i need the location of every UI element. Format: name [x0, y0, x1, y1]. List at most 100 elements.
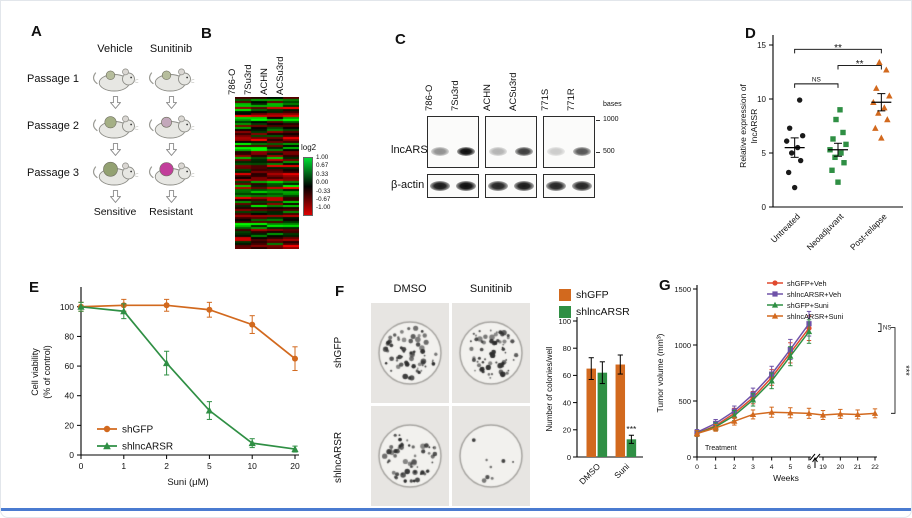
blot-band: [431, 146, 449, 156]
shgfp-swatch: [559, 289, 571, 301]
mouse-icon: [149, 115, 195, 139]
panel-c-label: C: [395, 31, 406, 48]
heatmap-col-label: 7Su3rd: [243, 64, 254, 95]
down-arrow-icon: [165, 190, 177, 203]
colorbar-tick: -1.00: [316, 204, 331, 212]
svg-text:**: **: [856, 59, 864, 70]
colony-well-image: [452, 406, 530, 506]
svg-text:100: 100: [60, 302, 74, 312]
colorbar-tick: -0.67: [316, 196, 331, 204]
lncarsr-row-label: lncARSR: [391, 144, 436, 156]
lane-label: 771R: [566, 88, 577, 111]
legend-label: shlncARSR: [576, 306, 630, 318]
shlncarsr-swatch: [559, 306, 571, 318]
vehicle-column-header: Vehicle: [97, 43, 133, 55]
down-arrow-icon: [109, 190, 121, 203]
colony-well-image: [371, 303, 449, 403]
svg-text:Neoadjuvant: Neoadjuvant: [805, 211, 846, 252]
svg-text:40: 40: [65, 391, 75, 401]
svg-text:shGFP+Suni: shGFP+Suni: [787, 301, 829, 310]
svg-text:10: 10: [757, 95, 766, 104]
legend-label: shGFP: [576, 289, 609, 301]
svg-text:**: **: [834, 43, 842, 54]
sunitinib-column-header: Sunitinib: [149, 43, 193, 55]
lane-label: 786-O: [424, 84, 435, 111]
colorbar-title: log2: [301, 143, 317, 152]
svg-text:Suni (μM): Suni (μM): [167, 477, 208, 488]
svg-text:0: 0: [567, 453, 571, 462]
svg-text:NS: NS: [883, 326, 891, 332]
svg-text:60: 60: [563, 371, 571, 380]
panel-d-label: D: [745, 25, 756, 42]
lane-label: 7Su3rd: [450, 80, 461, 111]
svg-text:Number of colonies/well: Number of colonies/well: [545, 346, 554, 431]
panel-c: C 786-O 7Su3rd ACHN ACSu3rd 771S 771R ln…: [391, 21, 646, 226]
svg-text:40: 40: [563, 398, 571, 407]
mouse-sunitinib-p3: [143, 157, 199, 189]
svg-text:shlncARSR: shlncARSR: [122, 442, 173, 453]
size-marker-1000: 1000: [603, 116, 619, 123]
svg-text:Post-relapse: Post-relapse: [848, 211, 889, 252]
panel-f: F DMSO Sunitinib shGFP shlncARSR shGFP s…: [331, 277, 647, 515]
panel-e-chart: 0 20 40 60 80 100 0 1 2 5 10 20 shGFP shlncARSR Suni (…: [30, 287, 300, 488]
size-marker-tick: [596, 120, 600, 121]
blot-band: [456, 181, 476, 191]
svg-text:6: 6: [807, 464, 811, 471]
svg-text:***: ***: [901, 365, 911, 376]
svg-text:1: 1: [121, 461, 126, 471]
panel-a: A Vehicle Sunitinib Passage 1 Passage 2 …: [25, 17, 205, 261]
svg-text:shGFP+Veh: shGFP+Veh: [787, 279, 827, 288]
svg-text:Suni: Suni: [612, 461, 631, 480]
mouse-icon: [149, 162, 195, 186]
mouse-vehicle-p2: [87, 110, 143, 142]
colorbar-tick: 1.00: [316, 154, 329, 161]
colony-well-image: [371, 406, 449, 506]
svg-text:1: 1: [714, 464, 718, 471]
heatmap-canvas: [235, 97, 299, 249]
svg-text:0: 0: [69, 450, 74, 460]
panel-d-chart: 0 5 10 15 Untreated Neoadjuvant Post-relapse NS…: [738, 35, 903, 252]
legend-item-shgfp: shGFP: [559, 289, 630, 301]
svg-text:0: 0: [695, 464, 699, 471]
panel-a-label: A: [31, 23, 42, 40]
svg-text:***: ***: [626, 424, 637, 434]
panel-b: B 786-O 7Su3rd ACHN ACSu3rd log2 1.00 0.…: [199, 17, 339, 267]
svg-text:shlncARSR+Suni: shlncARSR+Suni: [787, 312, 844, 321]
blot-band: [515, 146, 533, 156]
colorbar-tick: 0.33: [316, 170, 329, 178]
blot-band: [573, 146, 591, 156]
blot-band: [457, 146, 475, 156]
blot-band: [572, 181, 592, 191]
svg-text:80: 80: [65, 331, 75, 341]
svg-text:Untreated: Untreated: [769, 211, 803, 245]
blot-band: [514, 181, 534, 191]
panel-f-label: F: [335, 283, 345, 300]
northern-blot-box: [427, 116, 479, 168]
down-arrow: [87, 95, 143, 110]
svg-text:3: 3: [751, 464, 755, 471]
down-arrow: [87, 189, 143, 204]
panel-e-label: E: [29, 279, 40, 296]
svg-text:100: 100: [558, 317, 571, 326]
svg-text:NS: NS: [812, 76, 822, 83]
panel-g: G 0 500 1000 1500 0 1 2 3 4 5 6 19 20 21 22 Weeks Tumor …: [651, 271, 911, 515]
colorbar-tick: -0.33: [316, 187, 331, 195]
axis-break: [809, 453, 816, 461]
down-arrow: [143, 95, 199, 110]
colorbar-gradient: [303, 157, 313, 216]
colorbar-tick: 0.00: [316, 179, 329, 187]
svg-text:1000: 1000: [674, 341, 691, 350]
panel-g-chart: 0 500 1000 1500 0 1 2 3 4 5 6 19 20 21 22 Weeks Tumor vo…: [655, 279, 911, 483]
blot-band: [489, 146, 507, 156]
bases-unit-label: bases: [603, 101, 622, 108]
svg-text:10: 10: [247, 461, 257, 471]
legend-item-shlncarsr: shlncARSR: [559, 306, 630, 318]
svg-text:Cell viability: Cell viability: [30, 348, 40, 396]
svg-text:15: 15: [757, 41, 766, 50]
svg-text:2: 2: [732, 464, 736, 471]
lane-label: 771S: [540, 88, 551, 111]
mouse-sunitinib-p1: [143, 63, 199, 95]
svg-text:Weeks: Weeks: [773, 473, 799, 483]
colorbar-ticks: 1.00 0.67 0.33 0.00 -0.33 -0.67 -1.00: [316, 154, 330, 213]
